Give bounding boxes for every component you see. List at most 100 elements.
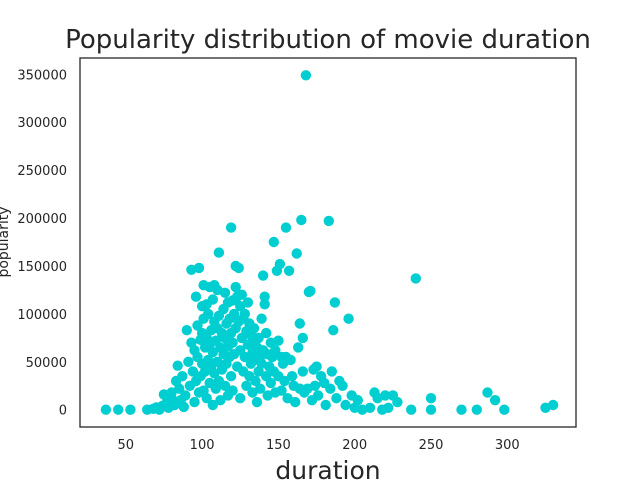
data-point [323, 215, 334, 227]
data-point [254, 383, 266, 394]
x-tick-label: 150 [266, 438, 291, 453]
data-point [256, 313, 267, 324]
data-point [276, 385, 287, 396]
x-tick-label: 200 [342, 438, 367, 453]
data-point [309, 380, 321, 391]
data-point [337, 380, 348, 391]
data-point [219, 380, 231, 391]
data-point [251, 396, 263, 408]
data-point [248, 323, 260, 334]
data-point [180, 390, 191, 401]
data-point [290, 396, 301, 408]
data-point [425, 393, 437, 404]
data-point [293, 342, 304, 353]
y-tick-label: 300000 [17, 116, 67, 131]
data-point [125, 404, 136, 415]
data-point [261, 327, 272, 339]
data-point [235, 393, 246, 404]
data-point [329, 297, 341, 308]
data-point [207, 294, 218, 305]
data-point [236, 289, 247, 300]
scatter-points [100, 70, 559, 415]
data-point [300, 70, 312, 81]
data-point [192, 320, 203, 331]
data-point [325, 383, 336, 394]
data-point [280, 222, 292, 233]
data-point [380, 390, 391, 401]
data-point [320, 399, 331, 411]
data-point [100, 404, 112, 415]
data-point [113, 404, 124, 415]
data-point [343, 313, 354, 324]
data-point [203, 308, 214, 320]
y-tick-label: 150000 [17, 260, 67, 275]
data-point [328, 325, 339, 336]
y-tick-label: 350000 [17, 68, 67, 83]
plot-frame [79, 57, 577, 428]
data-point [311, 361, 322, 372]
data-point [219, 287, 231, 298]
data-point [352, 395, 363, 406]
data-point [297, 366, 308, 377]
data-point [273, 335, 284, 346]
data-point [212, 356, 223, 367]
data-point [270, 345, 281, 356]
data-point [181, 325, 192, 336]
y-tick-label: 100000 [17, 308, 67, 323]
data-point [265, 377, 276, 389]
data-point [340, 399, 351, 411]
data-point [305, 285, 316, 297]
data-point [425, 404, 437, 415]
data-point [406, 404, 417, 415]
x-axis-label: duration [275, 456, 380, 480]
data-point [190, 291, 202, 302]
data-point [283, 265, 295, 276]
data-point [331, 393, 342, 404]
data-point [297, 332, 308, 344]
data-point [239, 308, 250, 320]
y-axis-ticks: 0 50000 100000 150000 200000 250000 300000 3500… [17, 68, 67, 418]
data-point [227, 337, 238, 348]
data-point [228, 308, 240, 320]
data-point [274, 258, 286, 270]
data-point [279, 375, 290, 387]
chart-title: Popularity distribution of movie duratio… [65, 25, 591, 55]
data-point [250, 375, 261, 387]
data-point [326, 366, 337, 377]
data-point [235, 301, 246, 312]
data-point [268, 236, 279, 248]
data-point [239, 351, 250, 363]
x-axis-ticks: 50 100 150 200 250 300 [118, 438, 520, 453]
data-point [253, 332, 264, 344]
y-tick-label: 200000 [17, 212, 67, 227]
data-point [259, 299, 270, 310]
data-point [193, 262, 205, 274]
data-point [242, 297, 254, 308]
x-tick-label: 50 [118, 438, 135, 453]
data-point [189, 396, 200, 408]
data-point [207, 399, 218, 411]
data-point [392, 396, 403, 408]
data-point [227, 385, 238, 396]
data-point [489, 395, 501, 406]
data-point [207, 347, 218, 358]
data-point [233, 262, 244, 274]
x-tick-label: 300 [495, 438, 520, 453]
data-point [286, 371, 298, 382]
data-point [187, 366, 199, 377]
data-point [499, 404, 510, 415]
data-point [456, 404, 467, 415]
data-point [230, 281, 241, 293]
data-point [410, 273, 421, 284]
data-point [201, 393, 212, 404]
data-point [225, 222, 237, 233]
data-point [291, 248, 302, 259]
data-point [383, 402, 394, 413]
y-tick-label: 0 [59, 404, 67, 419]
data-point [174, 383, 185, 394]
data-point [364, 402, 376, 413]
x-tick-label: 250 [419, 438, 444, 453]
data-point [257, 270, 269, 281]
data-point [259, 291, 270, 302]
